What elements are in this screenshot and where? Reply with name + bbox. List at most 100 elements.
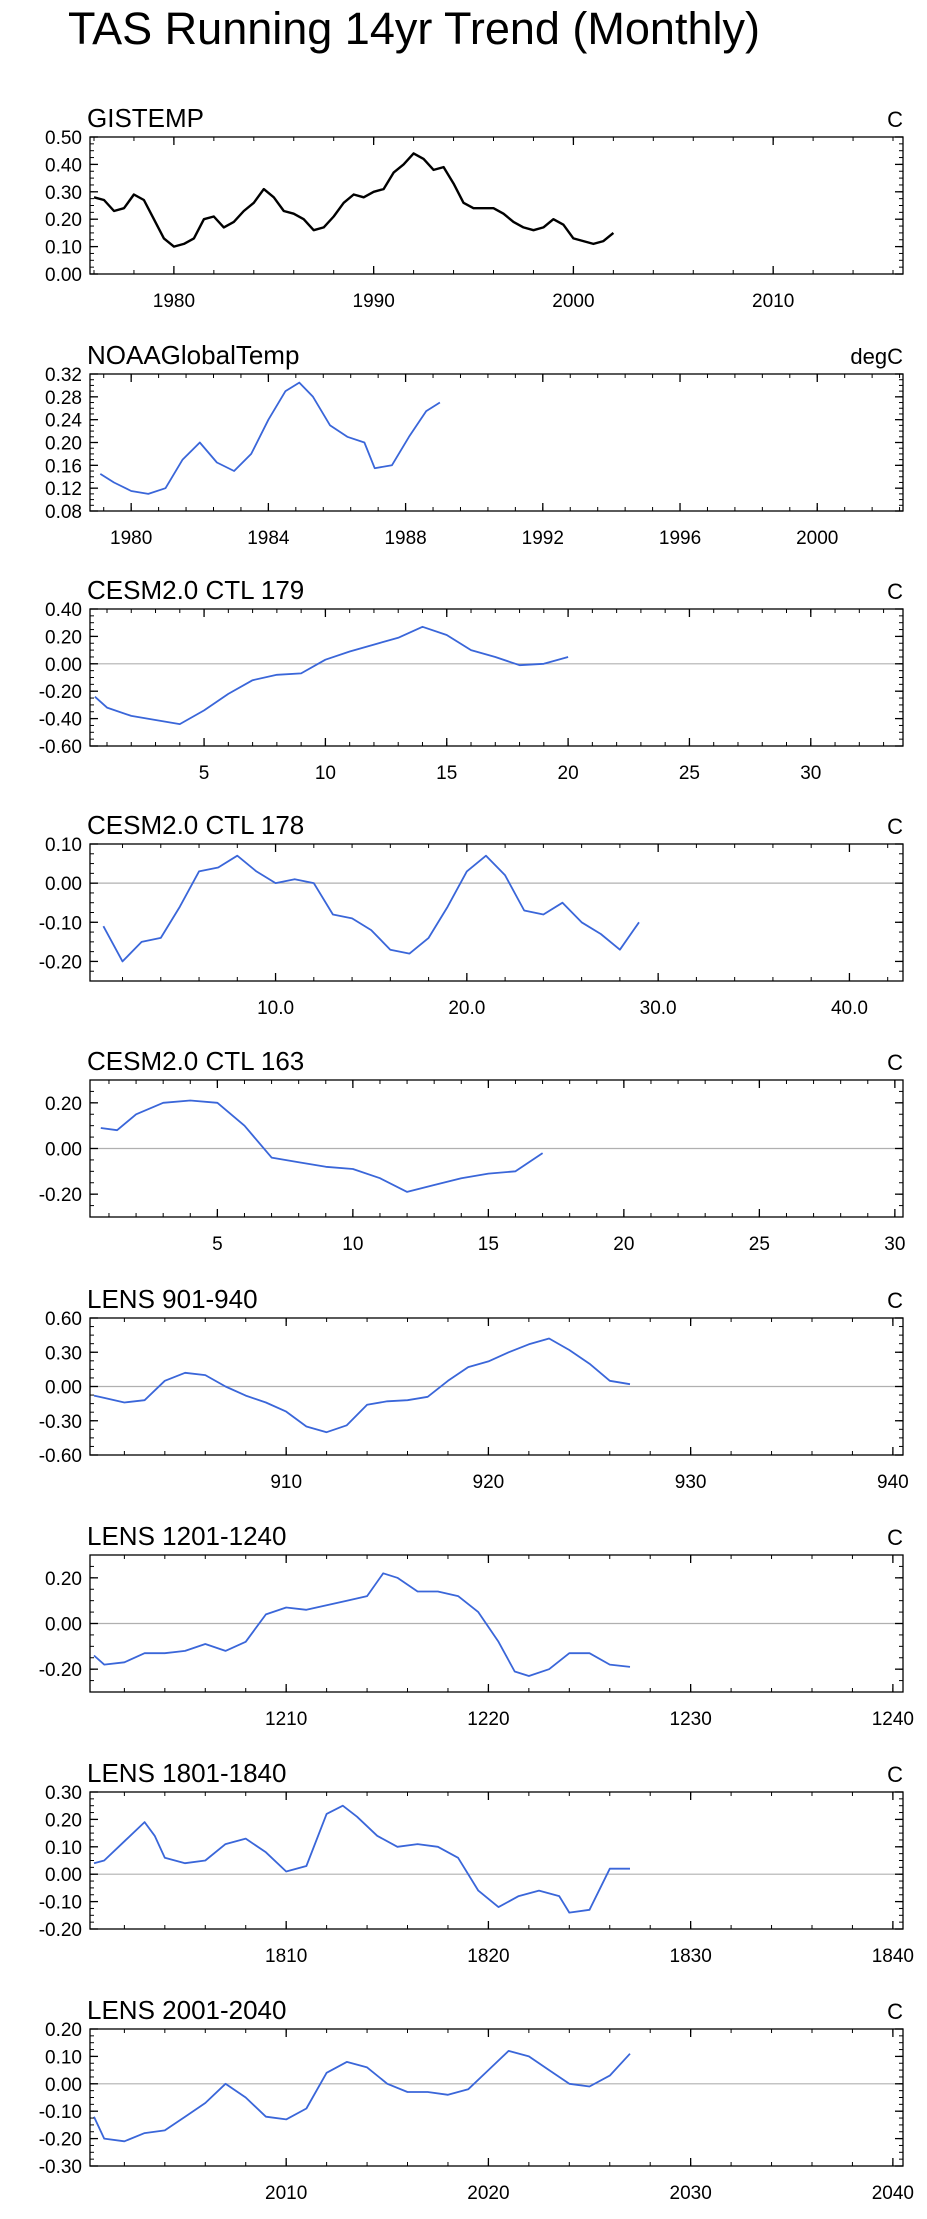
panel2-ytick-label: 0.32 [45, 365, 82, 386]
panel4-ytick-label: -0.10 [39, 913, 82, 934]
panel8-xtick-label: 1810 [265, 1946, 307, 1967]
panel3-xtick-label: 25 [679, 763, 700, 784]
panel9-xtick-label: 2020 [467, 2183, 509, 2204]
figure-title: TAS Running 14yr Trend (Monthly) [68, 3, 760, 54]
panel7-units: C [887, 1525, 903, 1550]
panel3-xtick-label: 5 [199, 763, 210, 784]
panel1-xtick-label: 2000 [552, 291, 594, 312]
panel9-units: C [887, 1999, 903, 2024]
panel7-xtick-label: 1210 [265, 1709, 307, 1730]
panel8-title: LENS 1801-1840 [87, 1758, 286, 1788]
panel7-xtick-label: 1230 [670, 1709, 712, 1730]
panel2-xtick-label: 2000 [796, 528, 838, 549]
panel7-ytick-label: 0.20 [45, 1569, 82, 1590]
panel1-ytick-label: 0.10 [45, 238, 82, 259]
panel6-series-line [93, 1337, 631, 1434]
panel2-ytick-label: 0.16 [45, 456, 82, 477]
panel5-units: C [887, 1050, 903, 1075]
panel2-ytick-label: 0.20 [45, 434, 82, 455]
panel1-series-line [93, 152, 615, 248]
panel2-xtick-label: 1996 [659, 528, 701, 549]
panel1-title: GISTEMP [87, 103, 204, 133]
panel6-title: LENS 901-940 [87, 1284, 258, 1314]
panel4-ytick-label: 0.10 [45, 835, 82, 856]
panel5-title: CESM2.0 CTL 163 [87, 1046, 304, 1076]
panel4-xtick-label: 40.0 [831, 998, 868, 1019]
panel1-units: C [887, 107, 903, 132]
panel9-xtick-label: 2040 [872, 2183, 914, 2204]
panel1-xtick-label: 2010 [752, 291, 794, 312]
panel2-xtick-label: 1980 [110, 528, 152, 549]
panel9-title: LENS 2001-2040 [87, 1995, 286, 2025]
panel3-ytick-label: -0.20 [39, 682, 82, 703]
panel3-ytick-label: -0.40 [39, 710, 82, 731]
panel4-xtick-label: 10.0 [257, 998, 294, 1019]
panel5-ytick-label: 0.20 [45, 1094, 82, 1115]
panel7-xtick-label: 1220 [467, 1709, 509, 1730]
panel1-ytick-label: 0.00 [45, 265, 82, 286]
panel6-xtick-label: 940 [877, 1472, 909, 1493]
panel3-xtick-label: 15 [436, 763, 457, 784]
panel9-ytick-label: 0.20 [45, 2020, 82, 2041]
panel3-ytick-label: 0.40 [45, 600, 82, 621]
panel8-frame [89, 1791, 904, 1930]
panel9-ytick-label: 0.00 [45, 2075, 82, 2096]
panel3-title: CESM2.0 CTL 179 [87, 575, 304, 605]
panel5-xtick-label: 5 [212, 1234, 223, 1255]
panel8-xtick-label: 1820 [467, 1946, 509, 1967]
panel3-units: C [887, 579, 903, 604]
panel7-title: LENS 1201-1240 [87, 1521, 286, 1551]
panel1-ytick-label: 0.20 [45, 210, 82, 231]
panel8-units: C [887, 1762, 903, 1787]
panel9-ytick-label: -0.30 [39, 2157, 82, 2178]
panel9-ytick-label: -0.20 [39, 2130, 82, 2151]
panel2-ytick-label: 0.24 [45, 411, 82, 432]
panel5-xtick-label: 25 [749, 1234, 770, 1255]
panel3-ytick-label: 0.00 [45, 655, 82, 676]
panel9-ytick-label: 0.10 [45, 2047, 82, 2068]
panel8-ytick-label: -0.10 [39, 1893, 82, 1914]
panel1-ytick-label: 0.30 [45, 183, 82, 204]
panel6-xtick-label: 910 [270, 1472, 302, 1493]
panel8-ytick-label: 0.20 [45, 1810, 82, 1831]
panel5-xtick-label: 15 [478, 1234, 499, 1255]
panel2-series-line [99, 381, 441, 495]
panel4-xtick-label: 20.0 [448, 998, 485, 1019]
panel9-xtick-label: 2030 [670, 2183, 712, 2204]
panel2-frame [89, 373, 904, 512]
panel2-xtick-label: 1992 [522, 528, 564, 549]
panel8-xtick-label: 1830 [670, 1946, 712, 1967]
panel3-ytick-label: -0.60 [39, 737, 82, 758]
panel4-ytick-label: -0.20 [39, 952, 82, 973]
panel8-ytick-label: 0.10 [45, 1838, 82, 1859]
panel6-ytick-label: 0.60 [45, 1309, 82, 1330]
panel8-ytick-label: 0.00 [45, 1865, 82, 1886]
panel8-ytick-label: 0.30 [45, 1783, 82, 1804]
panel6-xtick-label: 920 [473, 1472, 505, 1493]
panel1-frame [89, 136, 904, 275]
panel3-frame [89, 608, 904, 747]
panel4-units: C [887, 814, 903, 839]
panel3-xtick-label: 10 [315, 763, 336, 784]
panel9-series-line [93, 2050, 631, 2143]
panel2-ytick-label: 0.28 [45, 388, 82, 409]
panel5-series-line [100, 1099, 544, 1193]
panel7-ytick-label: -0.20 [39, 1660, 82, 1681]
panel1-ytick-label: 0.50 [45, 128, 82, 149]
panel6-ytick-label: 0.00 [45, 1378, 82, 1399]
panel5-xtick-label: 10 [342, 1234, 363, 1255]
panel6-ytick-label: 0.30 [45, 1343, 82, 1364]
panel6-units: C [887, 1288, 903, 1313]
panel4-title: CESM2.0 CTL 178 [87, 810, 304, 840]
panel5-xtick-label: 30 [884, 1234, 905, 1255]
panel6-ytick-label: -0.60 [39, 1446, 82, 1467]
panel4-frame [89, 843, 904, 982]
panel2-xtick-label: 1984 [247, 528, 290, 549]
panel2-ytick-label: 0.12 [45, 479, 82, 500]
panel4-series-line [102, 854, 640, 963]
panel3-series-line [94, 625, 569, 725]
panel8-series-line [93, 1804, 630, 1914]
panel7-ytick-label: 0.00 [45, 1615, 82, 1636]
panel7-xtick-label: 1240 [872, 1709, 914, 1730]
panel2-xtick-label: 1988 [384, 528, 426, 549]
